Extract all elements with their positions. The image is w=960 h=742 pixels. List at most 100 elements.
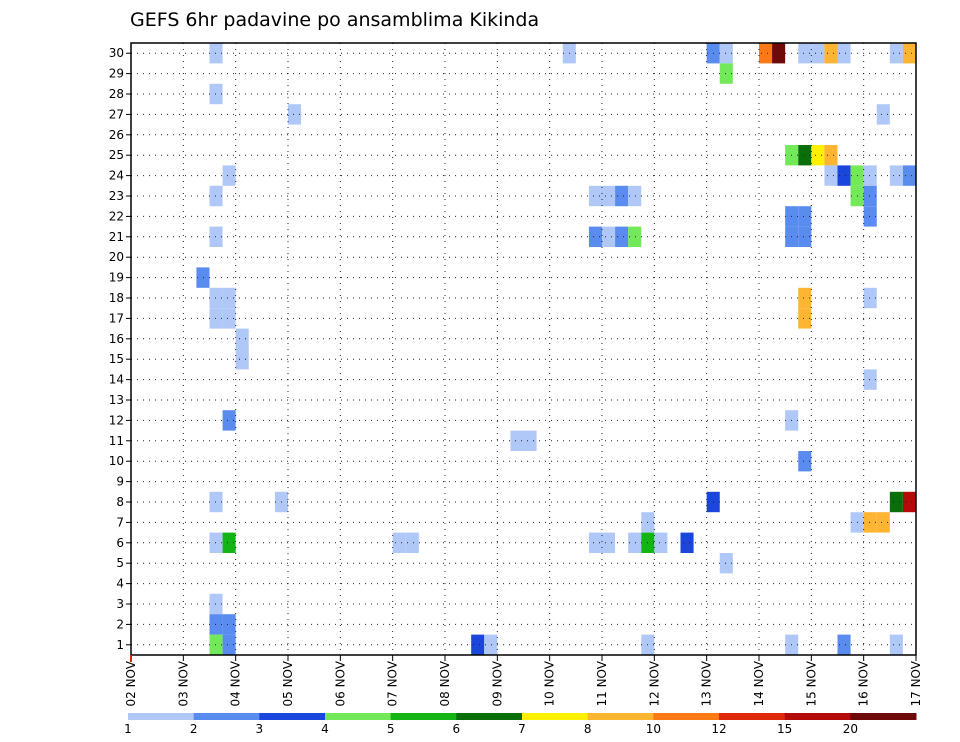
y-tick-label: 8 — [116, 495, 124, 509]
x-tick-label: 07 NOV — [386, 660, 400, 706]
precip-cell-1-2-mm — [889, 634, 903, 655]
legend-swatch — [456, 713, 523, 720]
y-tick-label: 26 — [109, 128, 124, 142]
legend-swatch — [325, 713, 392, 720]
precip-cell-1-2-mm — [719, 553, 733, 574]
precip-cell-8-10-mm — [798, 287, 812, 309]
y-tick-label: 29 — [109, 67, 124, 81]
precip-cell-3-4-mm — [680, 532, 694, 553]
legend-swatch — [587, 713, 654, 720]
legend-tick-label: 5 — [387, 722, 395, 736]
y-tick-label: 10 — [109, 454, 124, 468]
precip-cell-1-2-mm — [523, 430, 537, 451]
precip-cell-7-8-mm — [811, 145, 825, 166]
precip-cell-2-3-mm — [902, 165, 916, 186]
precip-cell-2-3-mm — [209, 614, 223, 635]
precip-cell-6-7-mm — [889, 491, 903, 513]
y-tick-label: 14 — [109, 373, 124, 387]
precip-cell-8-10-mm — [824, 145, 838, 166]
y-tick-label: 13 — [109, 393, 124, 407]
precip-cell-1-2-mm — [209, 532, 223, 553]
precip-cell-2-3-mm — [222, 410, 236, 431]
legend-swatch — [522, 713, 589, 720]
legend-tick-label: 12 — [711, 722, 726, 736]
precip-cell-10-12-mm — [759, 43, 773, 64]
x-tick-label: 04 NOV — [229, 660, 243, 706]
precip-cell-1-2-mm — [588, 185, 602, 207]
y-tick-label: 6 — [116, 536, 124, 550]
precip-cell-6-7-mm — [798, 145, 812, 166]
precip-cell-1-2-mm — [484, 634, 498, 655]
y-tick-label: 7 — [116, 515, 124, 529]
precip-cell-4-5-mm — [628, 226, 642, 247]
precip-cell-3-4-mm — [837, 165, 851, 186]
legend-swatch — [784, 713, 851, 720]
x-tick-label: 16 NOV — [857, 660, 871, 706]
y-tick-label: 1 — [116, 638, 124, 652]
precip-cell-1-2-mm — [863, 165, 877, 186]
legend-tick-label: 8 — [584, 722, 592, 736]
legend-swatch — [193, 713, 260, 720]
precip-cell-1-2-mm — [654, 532, 668, 553]
precip-cell-1-2-mm — [392, 532, 406, 553]
precip-cell-1-2-mm — [889, 165, 903, 186]
precip-cell-1-2-mm — [889, 43, 903, 64]
legend-tick-label: 3 — [256, 722, 264, 736]
precip-cell-1-2-mm — [235, 349, 249, 370]
x-tick-label: 02 NOV — [124, 660, 138, 706]
x-tick-label: 11 NOV — [595, 660, 609, 706]
precip-cell-2-3-mm — [222, 614, 236, 635]
y-tick-label: 30 — [109, 46, 124, 60]
x-tick-label: 10 NOV — [543, 660, 557, 706]
precip-cell-3-4-mm — [471, 634, 485, 655]
precip-cell-1-2-mm — [222, 165, 236, 186]
y-tick-label: 21 — [109, 230, 124, 244]
x-tick-label: 03 NOV — [176, 660, 190, 706]
precip-cell-2-3-mm — [798, 206, 812, 227]
legend-swatch — [259, 713, 326, 720]
precip-cell-1-2-mm — [209, 593, 223, 615]
chart-title: GEFS 6hr padavine po ansamblima Kikinda — [130, 9, 539, 31]
precip-cell-8-10-mm — [798, 308, 812, 329]
y-tick-label: 24 — [109, 169, 124, 183]
y-tick-label: 27 — [109, 107, 124, 121]
precip-cell-8-10-mm — [863, 512, 877, 533]
precip-cell-1-2-mm — [837, 43, 851, 64]
x-tick-label: 09 NOV — [490, 660, 504, 706]
y-tick-label: 19 — [109, 271, 124, 285]
y-tick-label: 12 — [109, 413, 124, 427]
y-tick-label: 3 — [116, 597, 124, 611]
precip-cell-1-2-mm — [602, 532, 616, 553]
plot-frame — [130, 42, 917, 656]
precip-cell-2-3-mm — [222, 634, 236, 655]
precip-cell-1-2-mm — [588, 532, 602, 553]
precip-cell-1-2-mm — [209, 185, 223, 207]
precip-cell->20-mm — [772, 43, 786, 64]
legend-tick-label: 2 — [190, 722, 198, 736]
precip-cell-2-3-mm — [863, 206, 877, 227]
precip-cell-1-2-mm — [719, 43, 733, 64]
y-tick-label: 25 — [109, 148, 124, 162]
legend-tick-label: 15 — [777, 722, 792, 736]
color-legend: 1 2 3 4 5 6 7 8 10 12 15 20 — [124, 713, 917, 736]
x-tick-label: 13 NOV — [700, 660, 714, 706]
precip-cell-2-3-mm — [837, 634, 851, 655]
precip-cell-1-2-mm — [510, 430, 524, 451]
x-tick-label: 06 NOV — [333, 660, 347, 706]
precip-cell-1-2-mm — [628, 532, 642, 553]
precip-cell-1-2-mm — [235, 328, 249, 349]
legend-swatch — [390, 713, 457, 720]
precip-cell-8-10-mm — [902, 43, 916, 64]
precip-cell-1-2-mm — [209, 226, 223, 247]
legend-tick-label: 4 — [321, 722, 329, 736]
legend-tick-label: 10 — [646, 722, 661, 736]
x-tick-label: 12 NOV — [647, 660, 661, 706]
y-tick-label: 16 — [109, 332, 124, 346]
legend-tick-label: 6 — [453, 722, 461, 736]
precip-cell-2-3-mm — [615, 226, 629, 247]
legend-tick-label: 7 — [518, 722, 526, 736]
precip-cell-1-2-mm — [222, 287, 236, 309]
grid-lines — [131, 43, 916, 655]
precip-cell-1-2-mm — [628, 185, 642, 207]
precip-cell-1-2-mm — [209, 287, 223, 309]
